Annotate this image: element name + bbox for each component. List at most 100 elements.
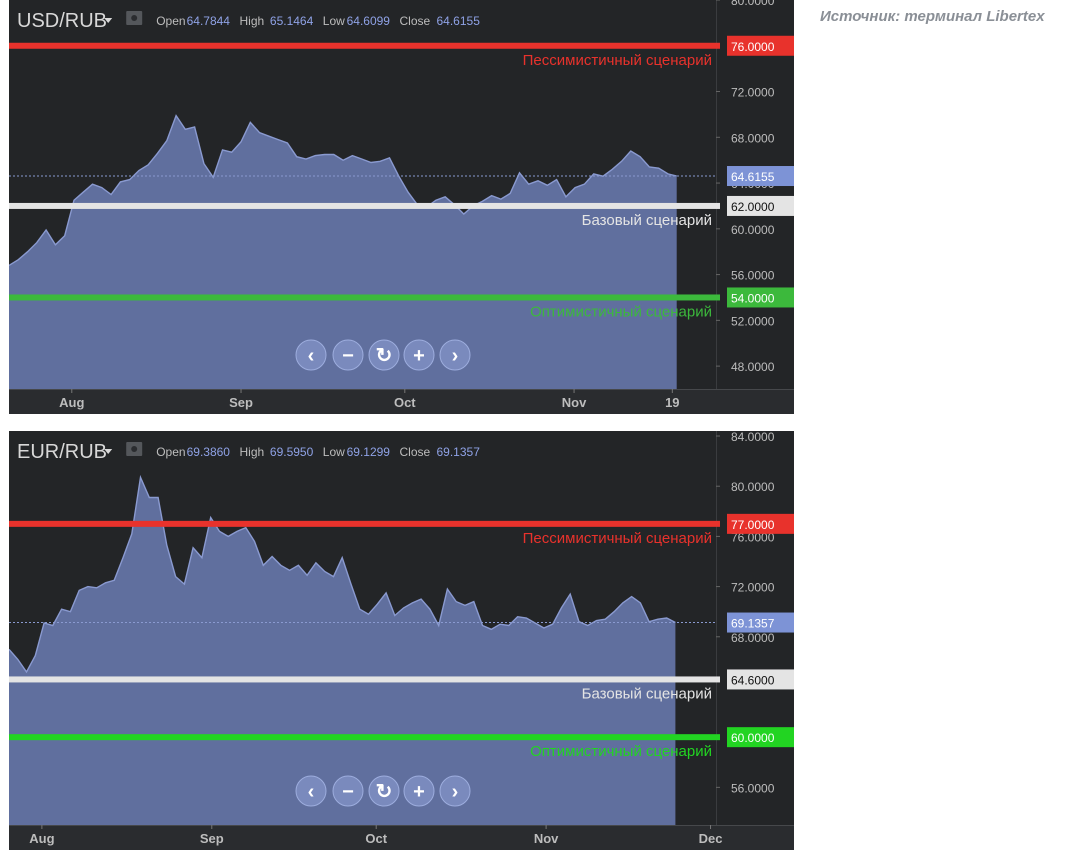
nav-button-circle[interactable] bbox=[368, 339, 400, 371]
scroll-right-button[interactable]: › bbox=[439, 775, 471, 807]
eye-icon-pupil bbox=[131, 446, 138, 452]
chevron-down-icon[interactable] bbox=[104, 18, 113, 23]
nav-button-circle[interactable] bbox=[439, 775, 471, 807]
symbol-title[interactable]: USD/RUB bbox=[17, 10, 107, 32]
scenario-line bbox=[9, 676, 720, 683]
y-tick-label: 72.0000 bbox=[731, 581, 775, 595]
nav-button-glyph[interactable]: + bbox=[413, 781, 425, 803]
scroll-right-button[interactable]: › bbox=[439, 339, 471, 371]
nav-button-glyph[interactable]: + bbox=[413, 345, 425, 367]
scenario-value-label: 76.0000 bbox=[731, 40, 775, 54]
nav-button-circle[interactable] bbox=[403, 775, 435, 807]
chevron-down-icon[interactable] bbox=[104, 449, 113, 454]
nav-button-circle[interactable] bbox=[332, 775, 364, 807]
nav-button-circle[interactable] bbox=[368, 775, 400, 807]
current-price-label: 69.1357 bbox=[731, 617, 775, 631]
ohlc-label: Open bbox=[156, 14, 185, 28]
ohlc-value: 65.1464 bbox=[270, 14, 314, 28]
zoom-in-button[interactable]: + bbox=[403, 775, 435, 807]
current-price-label: 64.6155 bbox=[731, 170, 775, 184]
nav-button-circle[interactable] bbox=[332, 339, 364, 371]
scenario-badge bbox=[727, 727, 794, 748]
eur-rub-chart[interactable]: 84.0000 80.0000 76.0000 72.0000 68.0000 56.00… bbox=[9, 431, 794, 850]
zoom-in-button[interactable]: + bbox=[403, 339, 435, 371]
nav-button-glyph[interactable]: ↻ bbox=[376, 345, 393, 367]
ohlc-value: 64.6099 bbox=[347, 14, 391, 28]
x-axis-band bbox=[9, 825, 794, 850]
y-tick-label: 80.0000 bbox=[731, 480, 775, 494]
nav-button-circle[interactable] bbox=[295, 339, 327, 371]
price-line bbox=[9, 474, 676, 674]
x-tick-label: Oct bbox=[365, 831, 387, 846]
scenario-line bbox=[9, 202, 720, 209]
nav-button-glyph[interactable]: ‹ bbox=[308, 345, 315, 367]
x-tick-label: Aug bbox=[29, 831, 54, 846]
nav-button-glyph[interactable]: − bbox=[342, 345, 354, 367]
nav-button-glyph[interactable]: › bbox=[452, 345, 459, 367]
nav-button-circle[interactable] bbox=[295, 775, 327, 807]
y-tick-label: 68.0000 bbox=[731, 131, 775, 145]
scenario-badge bbox=[727, 35, 794, 56]
scroll-left-button[interactable]: ‹ bbox=[295, 339, 327, 371]
reset-view-button[interactable]: ↻ bbox=[368, 775, 400, 807]
scenario-badge bbox=[727, 513, 794, 534]
ohlc-label: Low bbox=[323, 445, 345, 459]
nav-button-glyph[interactable]: ‹ bbox=[308, 781, 315, 803]
x-tick-label: 19 bbox=[665, 395, 679, 410]
scenario-line bbox=[9, 520, 720, 527]
x-tick-label: Aug bbox=[59, 395, 84, 410]
price-area bbox=[9, 115, 677, 389]
current-price-badge bbox=[727, 612, 794, 633]
scenario-value-label: 62.0000 bbox=[731, 200, 775, 214]
eur-rub-chart-svg: 84.0000 80.0000 76.0000 72.0000 68.0000 56.00… bbox=[9, 431, 794, 850]
scenario-name: Оптимистичный сценарий bbox=[530, 303, 712, 320]
x-tick-label: Sep bbox=[229, 395, 253, 410]
nav-button-glyph[interactable]: › bbox=[452, 781, 459, 803]
nav-button-glyph[interactable]: ↻ bbox=[376, 781, 393, 803]
y-tick-label: 72.0000 bbox=[731, 86, 775, 100]
scenario-name: Пессимистичный сценарий bbox=[523, 52, 712, 69]
scenario-badge bbox=[727, 287, 794, 308]
x-axis-band bbox=[9, 389, 794, 414]
scenario-line bbox=[9, 294, 720, 301]
scenario-badge bbox=[727, 195, 794, 216]
ohlc-label: Close bbox=[400, 445, 431, 459]
scenario-value-label: 64.6000 bbox=[731, 673, 775, 687]
scenario-value-label: 54.0000 bbox=[731, 291, 775, 305]
scenario-value-label: 60.0000 bbox=[731, 731, 775, 745]
reset-view-button[interactable]: ↻ bbox=[368, 339, 400, 371]
zoom-out-button[interactable]: − bbox=[332, 775, 364, 807]
x-tick-label: Sep bbox=[200, 831, 224, 846]
scenario-name: Оптимистичный сценарий bbox=[530, 743, 712, 760]
nav-button-circle[interactable] bbox=[439, 339, 471, 371]
scroll-left-button[interactable]: ‹ bbox=[295, 775, 327, 807]
usd-rub-chart[interactable]: 80.000076.000072.000068.000064.000060.00… bbox=[9, 0, 794, 414]
nav-button-circle[interactable] bbox=[403, 339, 435, 371]
nav-button-glyph[interactable]: − bbox=[342, 781, 354, 803]
y-tick-label: 56.0000 bbox=[731, 269, 775, 283]
ohlc-value: 69.3860 bbox=[187, 445, 231, 459]
current-price-badge bbox=[727, 166, 794, 187]
ohlc-label: High bbox=[240, 14, 265, 28]
y-tick-label: 48.0000 bbox=[731, 360, 775, 374]
x-tick-label: Nov bbox=[534, 831, 559, 846]
ohlc-value: 64.6155 bbox=[437, 14, 481, 28]
scenario-name: Базовый сценарий bbox=[582, 685, 712, 702]
x-tick-label: Oct bbox=[394, 395, 416, 410]
y-tick-label: 56.0000 bbox=[731, 781, 775, 795]
ohlc-value: 69.1357 bbox=[437, 445, 481, 459]
symbol-title[interactable]: EUR/RUB bbox=[17, 441, 107, 463]
scenario-badge bbox=[727, 669, 794, 690]
x-tick-label: Dec bbox=[699, 831, 723, 846]
y-tick-label: 60.0000 bbox=[731, 223, 775, 237]
y-tick-label: 76.0000 bbox=[731, 530, 775, 544]
source-note: Источник: терминал Libertex bbox=[820, 8, 1045, 25]
scenario-line bbox=[9, 734, 720, 741]
zoom-out-button[interactable]: − bbox=[332, 339, 364, 371]
y-tick-label: 84.0000 bbox=[731, 431, 775, 444]
eye-icon-pupil bbox=[131, 15, 138, 21]
ohlc-value: 69.1299 bbox=[347, 445, 391, 459]
usd-rub-chart-svg: 80.000076.000072.000068.000064.000060.00… bbox=[9, 0, 794, 414]
ohlc-label: Low bbox=[323, 14, 345, 28]
y-tick-label: 68.0000 bbox=[731, 631, 775, 645]
